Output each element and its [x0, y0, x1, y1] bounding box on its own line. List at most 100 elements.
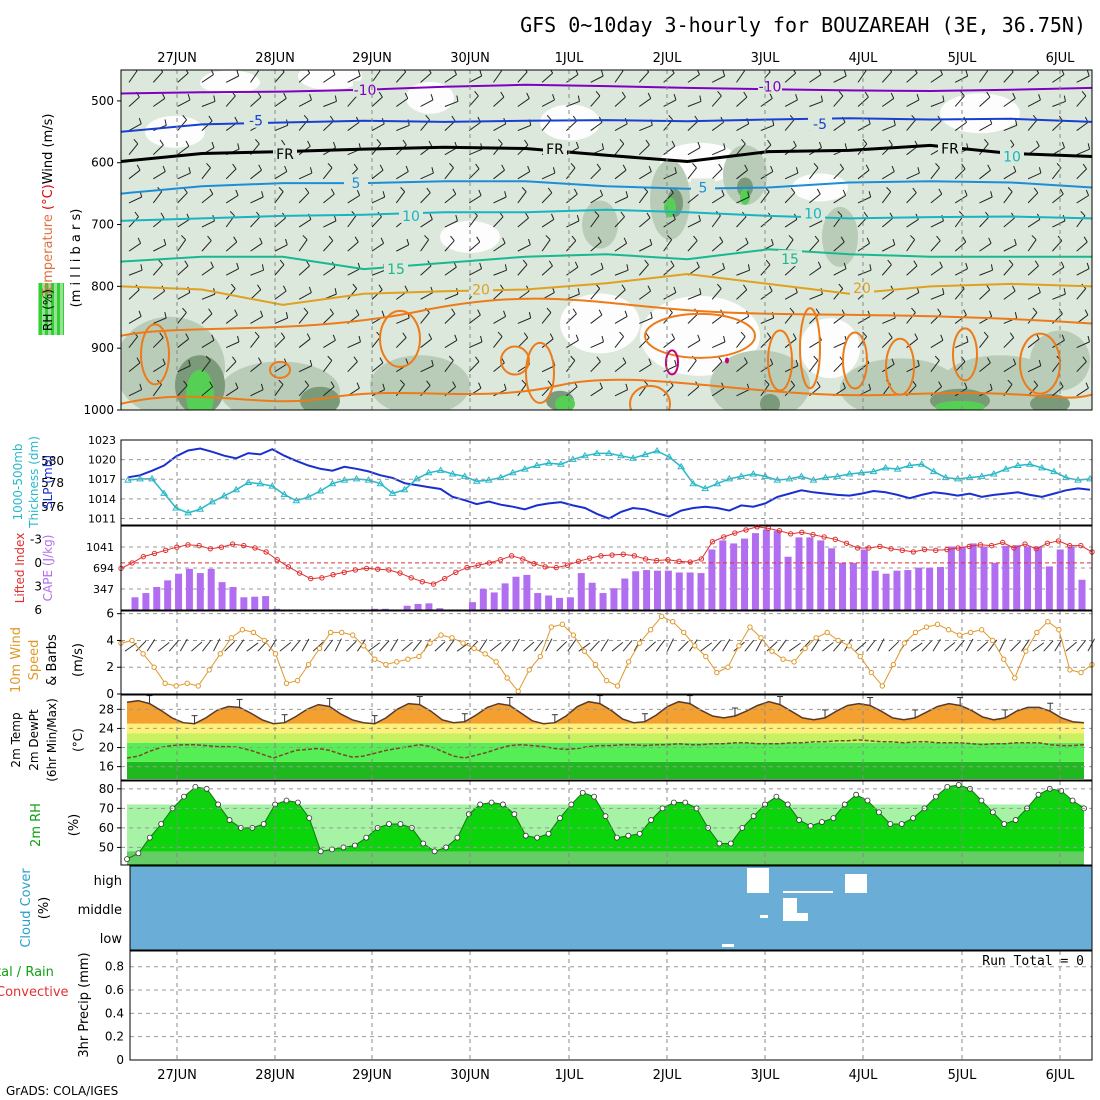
- wind-barb-flag: [307, 70, 311, 74]
- top-date-label: 6JUL: [1046, 51, 1076, 66]
- wind-barb-flag: [745, 237, 749, 244]
- wind-barb-flag: [521, 187, 527, 193]
- lifted-index-marker: [832, 536, 838, 543]
- wind-barb: [639, 363, 652, 373]
- surface-wind-barb: [1054, 638, 1063, 652]
- bottom-date-label: 1JUL: [555, 1068, 585, 1083]
- wind-barb-flag: [283, 285, 287, 292]
- lifted-index-marker: [419, 579, 426, 585]
- wind-barb: [1027, 72, 1039, 83]
- wind-barb: [225, 314, 238, 324]
- wind-barb: [833, 121, 846, 131]
- wind-barb-flag: [575, 334, 579, 341]
- wind-barb-flag: [887, 259, 892, 265]
- rh-moist-area: [840, 358, 960, 410]
- wind-barb: [979, 123, 992, 132]
- wind-barb: [663, 72, 675, 83]
- surface-wind-barb: [788, 642, 801, 652]
- wind-barb: [711, 341, 726, 349]
- wind-barb-flag: [842, 189, 847, 196]
- cape-bar: [643, 570, 651, 610]
- wind-barb-flag: [868, 383, 872, 390]
- lifted-index-marker: [854, 545, 861, 551]
- rh-marker: [989, 809, 996, 816]
- surface-wind-barb: [655, 639, 666, 652]
- thickness-marker: [160, 489, 168, 496]
- wind-barb: [177, 292, 191, 300]
- wind-barb: [1052, 240, 1063, 252]
- wind-barb: [857, 316, 871, 324]
- wind-barb: [225, 241, 238, 252]
- thickness-marker: [641, 450, 649, 458]
- wind-barb-flag: [181, 235, 186, 241]
- wind-barb: [298, 312, 309, 324]
- lifted-index-marker: [363, 565, 370, 572]
- wind-barb-flag: [649, 238, 653, 245]
- wind-barb-flag: [1036, 70, 1040, 74]
- isotherm-line: [121, 208, 1092, 222]
- surface-wind-barb: [224, 641, 236, 652]
- wind-barb-flag: [942, 95, 945, 102]
- cape-bar: [926, 567, 934, 610]
- wind-barb-flag: [352, 283, 358, 289]
- contour-label: 15: [781, 252, 799, 268]
- cape-bar: [806, 537, 814, 610]
- wind-barb: [954, 288, 965, 300]
- wind-barb-flag: [744, 164, 748, 171]
- wind-barb-flag: [429, 213, 433, 220]
- thickness-marker: [424, 468, 433, 476]
- wind-barb-flag: [940, 334, 944, 341]
- wind-barb: [1076, 268, 1090, 276]
- wind-barb-flag: [964, 189, 968, 196]
- contour-label-bg: [399, 206, 423, 223]
- wind-barb-flag: [399, 379, 405, 385]
- wind-barb-flag: [134, 211, 139, 218]
- wind-barb-flag: [696, 261, 700, 268]
- wind-barb: [614, 336, 625, 348]
- wind-barb: [250, 196, 264, 204]
- rh-marker: [716, 840, 723, 847]
- thickness-marker: [1050, 467, 1058, 475]
- cape-bar: [556, 597, 564, 610]
- wind-barb-flag: [767, 139, 772, 146]
- rh-marker: [522, 832, 529, 839]
- lifted-index-marker: [988, 542, 995, 549]
- thickness-marker: [833, 472, 842, 479]
- wind-barb-flag: [912, 380, 917, 386]
- wind-barb: [614, 316, 628, 324]
- wind-barb: [639, 98, 652, 107]
- hot-contour: [500, 345, 530, 376]
- wind-barb: [979, 96, 991, 107]
- contour-label: 10: [804, 206, 822, 222]
- wind-barb: [979, 289, 991, 300]
- lifted-index-marker: [274, 557, 280, 563]
- wind-barb-flag: [185, 333, 190, 340]
- wind-speed-marker: [261, 637, 268, 644]
- wind-barb: [153, 244, 167, 252]
- wind-barb-flag: [648, 358, 652, 365]
- wind-barb-flag: [1034, 260, 1039, 267]
- wind-barb: [1003, 217, 1015, 228]
- wind-barb-flag: [865, 164, 870, 171]
- lifted-index-marker: [575, 558, 582, 565]
- wind-barb-flag: [890, 92, 895, 99]
- contour-label: -5: [249, 114, 263, 130]
- wind-barb: [1027, 99, 1041, 107]
- wind-barb: [711, 288, 722, 300]
- wind-barb: [906, 218, 919, 228]
- wind-barb: [881, 71, 893, 83]
- lifted-index-marker: [352, 567, 359, 573]
- wind-barb-flag: [747, 191, 750, 198]
- cloud-unit: (%): [37, 897, 52, 920]
- wind-speed-marker: [868, 669, 875, 676]
- temp-ylabel-4: (°C): [71, 728, 85, 752]
- wind-barb-flag: [673, 94, 677, 101]
- y-tick-label: 80: [99, 782, 114, 796]
- wind-barb: [1027, 292, 1041, 300]
- surface-wind-barb: [545, 638, 553, 652]
- panel-frame: [120, 69, 1093, 411]
- wind-barb-flag: [234, 116, 238, 123]
- wind-barb: [444, 74, 457, 83]
- thickness-marker: [532, 461, 541, 468]
- wind-barb-flag: [793, 140, 797, 147]
